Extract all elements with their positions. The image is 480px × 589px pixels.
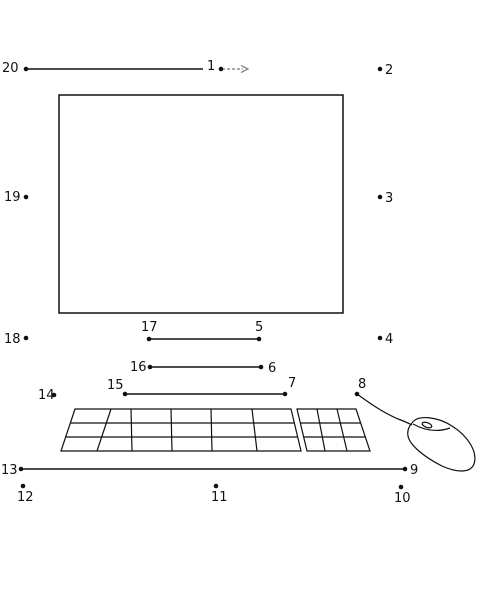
mouse-scroll-wheel <box>421 421 433 429</box>
dot-10: 10 <box>394 484 411 506</box>
svg-text:17: 17 <box>141 320 158 335</box>
keyboard <box>60 408 302 452</box>
dot-4: 4 <box>377 332 393 347</box>
dot-3: 3 <box>377 191 393 206</box>
svg-text:4: 4 <box>385 332 393 347</box>
dot-20: 20 <box>2 61 29 76</box>
monitor-screen <box>58 94 344 314</box>
dot-18: 18 <box>4 332 29 347</box>
dot-6: 6 <box>258 361 276 376</box>
svg-text:20: 20 <box>2 61 19 76</box>
svg-text:15: 15 <box>107 378 124 393</box>
svg-text:10: 10 <box>394 491 411 506</box>
svg-text:9: 9 <box>410 463 418 478</box>
dot-9: 9 <box>402 463 418 478</box>
dot-17: 17 <box>141 320 158 342</box>
dot-1: 1 <box>207 59 224 74</box>
dot-11: 11 <box>211 483 228 505</box>
mouse-body <box>407 417 476 472</box>
dot-19: 19 <box>4 190 29 205</box>
dot-2: 2 <box>377 63 393 78</box>
svg-text:8: 8 <box>358 377 366 392</box>
svg-text:16: 16 <box>130 360 147 375</box>
dot-12: 12 <box>17 483 34 505</box>
svg-text:11: 11 <box>211 490 228 505</box>
svg-text:1: 1 <box>207 59 215 74</box>
svg-text:6: 6 <box>268 361 276 376</box>
svg-text:2: 2 <box>385 63 393 78</box>
svg-text:7: 7 <box>288 376 296 391</box>
svg-text:14: 14 <box>38 388 55 403</box>
dot-7: 7 <box>282 376 296 397</box>
svg-text:12: 12 <box>17 490 34 505</box>
dot-16: 16 <box>130 360 153 375</box>
mouse-button-line <box>412 423 451 432</box>
dot-5: 5 <box>255 320 263 342</box>
dot-8: 8 <box>354 377 366 397</box>
dot-13: 13 <box>1 463 24 478</box>
dashed-arrow-right-icon <box>222 64 250 74</box>
mouse-cable <box>356 393 413 426</box>
numeric-keypad <box>296 408 371 452</box>
dot-14: 14 <box>38 388 57 403</box>
dot-15: 15 <box>107 378 128 397</box>
svg-text:5: 5 <box>255 320 263 335</box>
svg-text:13: 13 <box>1 463 18 478</box>
svg-text:3: 3 <box>385 191 393 206</box>
svg-text:19: 19 <box>4 190 21 205</box>
svg-text:18: 18 <box>4 332 21 347</box>
mouse <box>356 393 476 472</box>
